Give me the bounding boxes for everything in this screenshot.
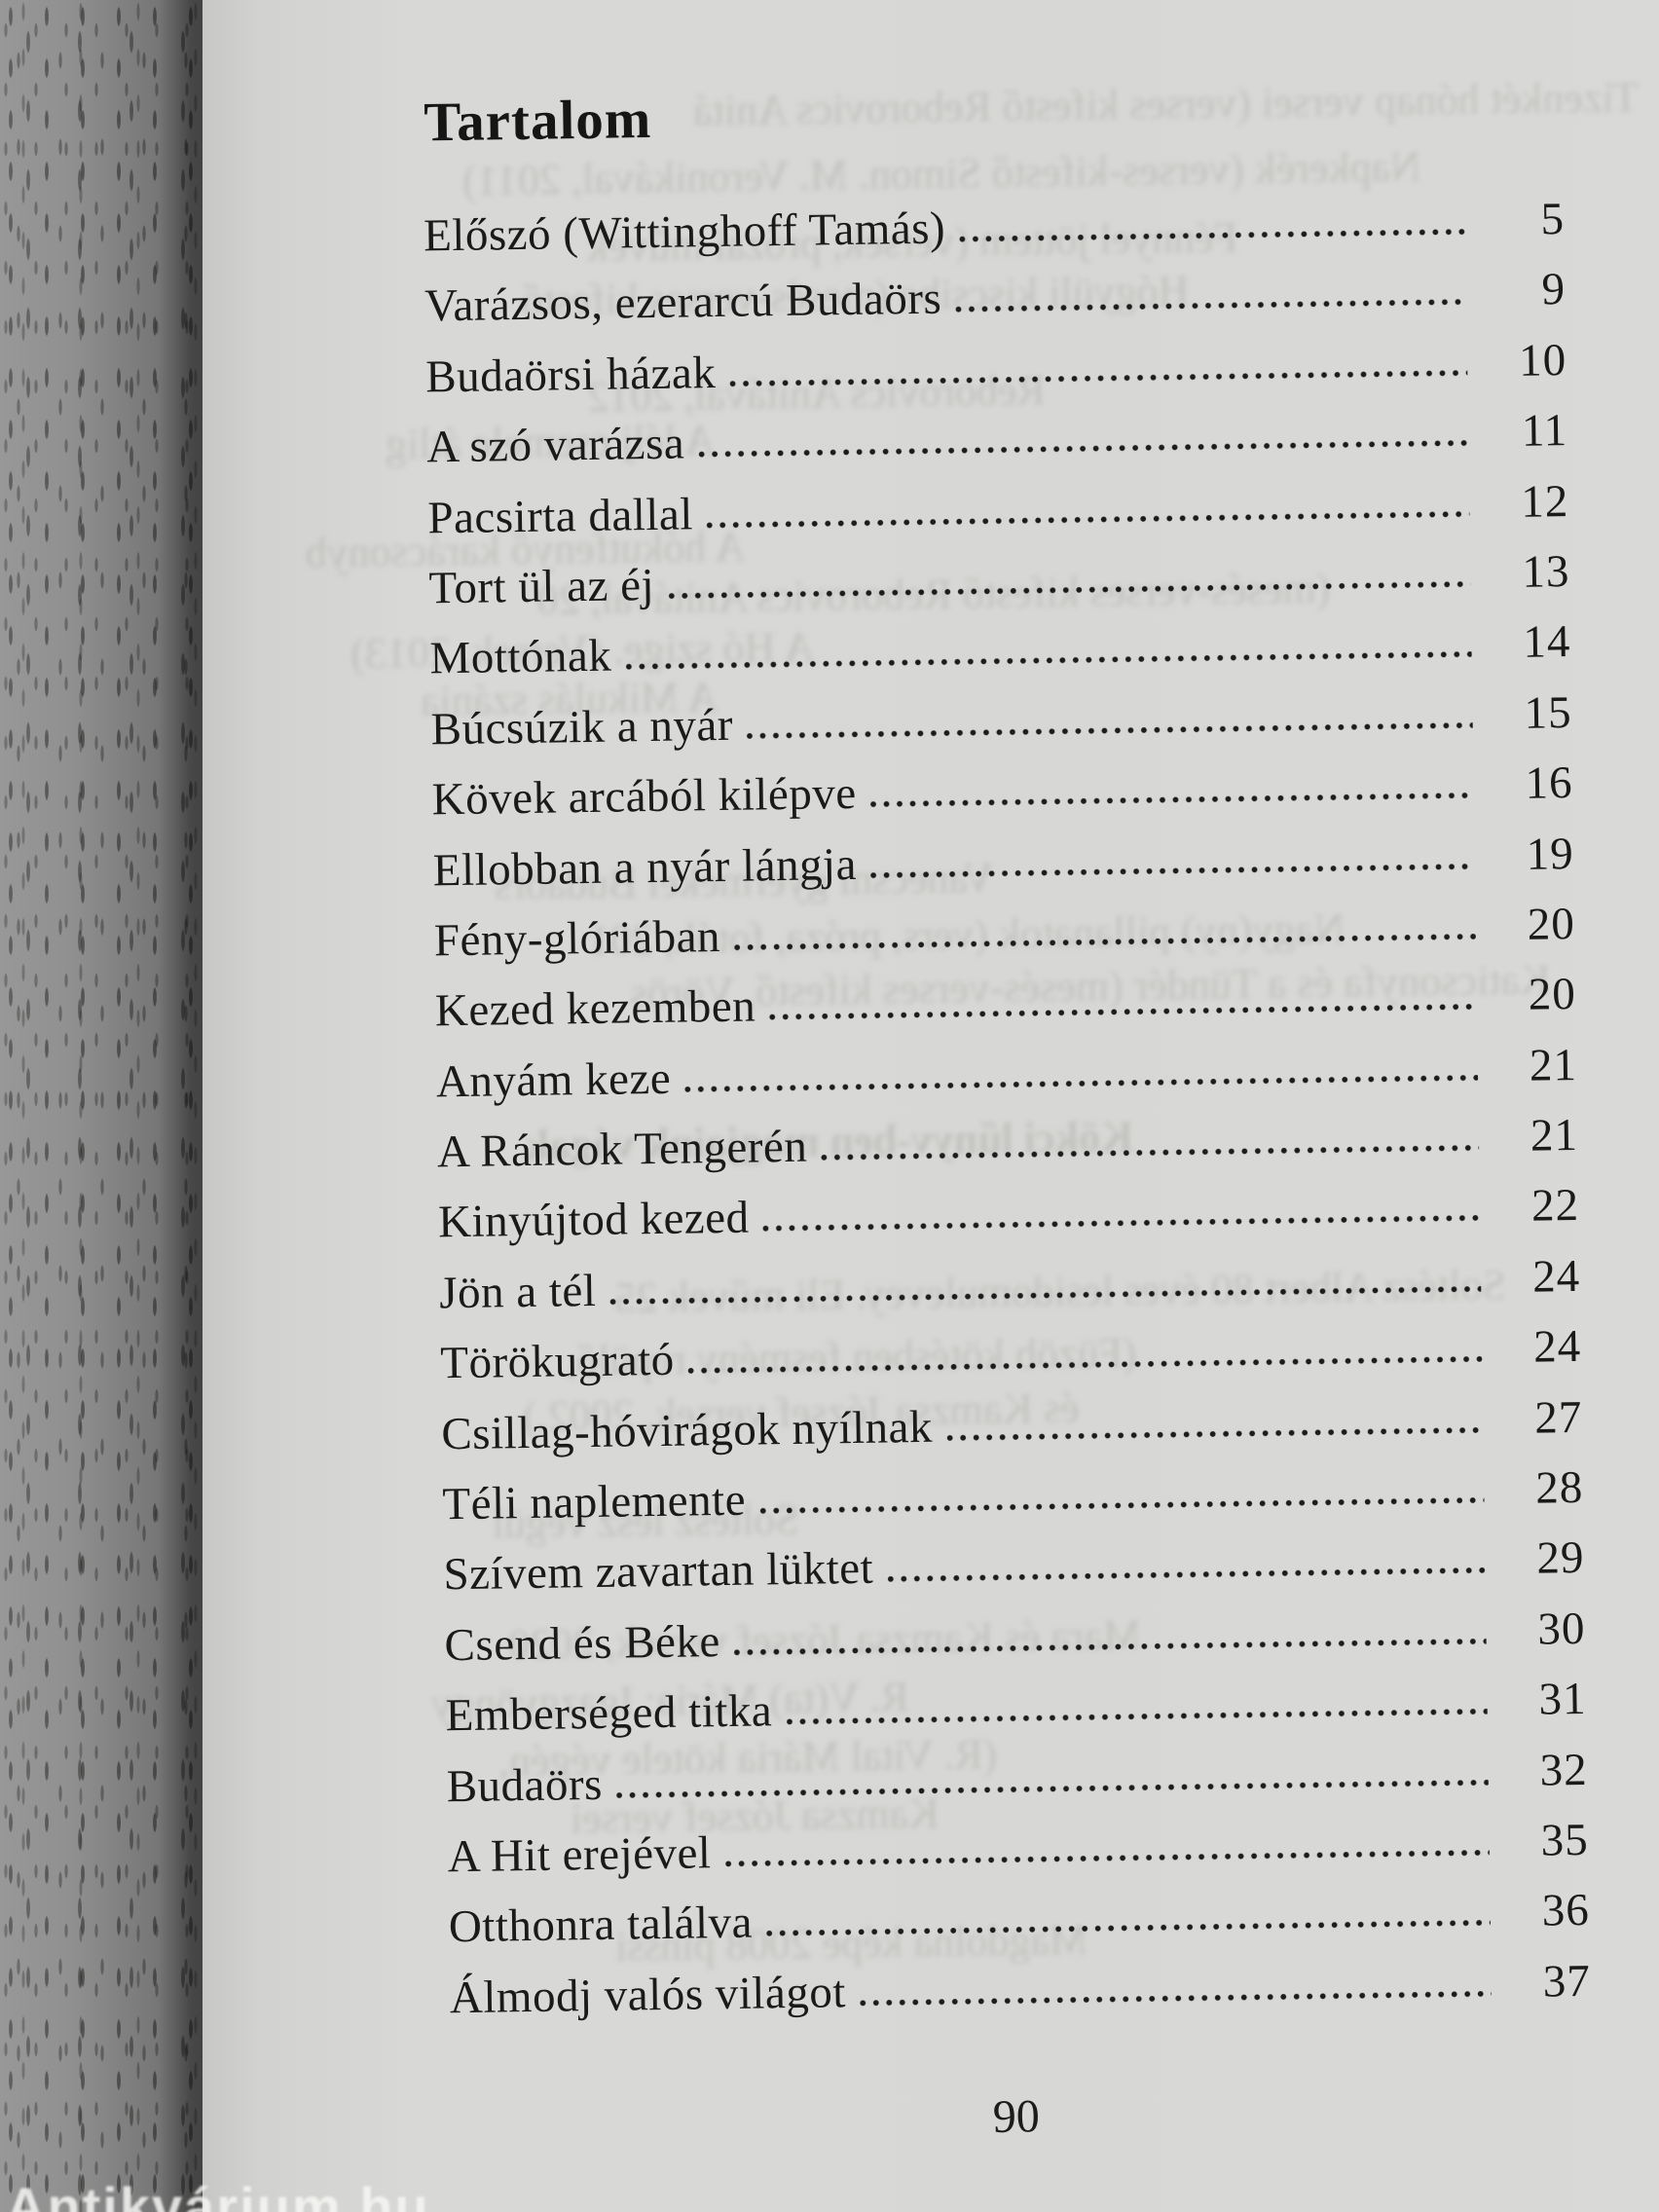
toc-entry-page: 31: [1538, 1674, 1587, 1725]
dotted-leader: [859, 1990, 1493, 2007]
toc-entry-page: 15: [1524, 686, 1572, 739]
toc-entry-page: 11: [1521, 405, 1568, 457]
footer-page-number: 90: [992, 2090, 1041, 2143]
dotted-leader: [698, 439, 1469, 459]
toc-entry-page: 27: [1533, 1391, 1583, 1444]
page-title: Tartalom: [423, 88, 652, 154]
dotted-leader: [706, 510, 1470, 529]
dotted-leader: [747, 721, 1473, 740]
dotted-leader: [955, 298, 1467, 313]
toc-entry-page: 16: [1525, 757, 1573, 809]
toc-entry-label: Tort ül az éj: [428, 559, 655, 614]
toc-entry-label: Jön a tél: [438, 1265, 597, 1319]
toc-entry-page: 21: [1530, 1110, 1579, 1161]
toc-entry-label: Pacsirta dallal: [427, 488, 694, 543]
toc-entry-page: 30: [1537, 1603, 1586, 1655]
toc-entry-page: 19: [1526, 828, 1575, 880]
dotted-leader: [959, 228, 1466, 243]
toc-entry-label: Törökugrató: [439, 1334, 676, 1389]
dotted-leader: [625, 650, 1472, 671]
dotted-leader: [762, 1214, 1481, 1233]
toc-entry-page: 20: [1528, 969, 1577, 1020]
toc-entry-label: Mottónak: [429, 630, 612, 684]
toc-entry-label: Varázsos, ezerarcú Budaörs: [424, 273, 942, 332]
toc-entry-label: Emberséged titka: [445, 1685, 773, 1742]
toc-entry-label: Csillag-hóvirágok nyílnak: [440, 1401, 934, 1459]
toc-entry-label: Szívem zavartan lüktet: [443, 1543, 874, 1601]
toc-entry-label: Álmodj valós világot: [449, 1966, 847, 2023]
toc-entry-page: 22: [1530, 1180, 1580, 1233]
toc-entry-label: Téli naplemente: [442, 1474, 747, 1530]
dotted-leader: [687, 1355, 1483, 1375]
toc-entry-label: Otthonra találva: [448, 1897, 754, 1953]
paper-page: [203, 0, 1659, 2212]
toc-entry-page: 36: [1541, 1885, 1591, 1936]
dotted-leader: [729, 369, 1468, 387]
toc-entry-page: 24: [1532, 1321, 1582, 1373]
toc-entry-label: Kövek arcából kilépve: [431, 768, 857, 826]
toc-entry-label: Csend és Béke: [444, 1615, 721, 1672]
toc-list: Előszó (Wittinghoff Tamás) 5 Varázsos, e…: [424, 193, 1592, 2042]
toc-entry-label: Kinyújtod kezed: [437, 1193, 750, 1248]
toc-entry-page: 21: [1529, 1039, 1578, 1091]
dotted-leader: [668, 580, 1471, 600]
toc-entry-page: 10: [1518, 334, 1567, 387]
book-spine-edge: [0, 0, 203, 2212]
toc-entry-page: 9: [1541, 264, 1567, 315]
dotted-leader: [684, 1074, 1479, 1093]
toc-entry-label: Budaörs: [446, 1758, 604, 1812]
toc-entry-label: A Ráncok Tengerén: [436, 1121, 808, 1178]
dotted-leader: [887, 1567, 1486, 1583]
toc-entry-label: Ellobban a nyár lángja: [432, 838, 858, 896]
dotted-leader: [724, 1849, 1490, 1868]
toc-entry-page: 13: [1521, 545, 1570, 598]
toc-entry-label: Budaörsi házak: [424, 347, 717, 403]
toc-entry-page: 35: [1540, 1814, 1590, 1866]
toc-entry-page: 12: [1520, 475, 1569, 528]
toc-entry-label: Előszó (Wittinghoff Tamás): [423, 203, 946, 262]
toc-entry-page: 24: [1531, 1250, 1581, 1303]
toc-entry-page: 5: [1540, 194, 1566, 245]
toc-entry-label: Anyám keze: [435, 1052, 672, 1108]
dotted-leader: [615, 1778, 1489, 1799]
dotted-leader: [769, 1003, 1478, 1021]
toc-entry-label: A szó varázsa: [425, 418, 685, 473]
dotted-leader: [766, 1919, 1491, 1937]
toc-entry-label: Kezed kezemben: [434, 980, 756, 1037]
dotted-leader: [609, 1285, 1482, 1306]
dotted-leader: [821, 1144, 1480, 1161]
toc-entry-label: Búcsúzik a nyár: [430, 699, 734, 756]
dotted-leader: [759, 1496, 1485, 1515]
toc-entry-page: 28: [1534, 1461, 1584, 1514]
dotted-leader: [946, 1426, 1484, 1442]
toc-entry-page: 32: [1539, 1744, 1588, 1796]
antikvarium-watermark: Antikvárium.hu: [6, 2176, 430, 2212]
dotted-leader: [786, 1708, 1488, 1726]
dotted-leader: [733, 1638, 1487, 1656]
toc-entry-page: 20: [1527, 898, 1576, 950]
dotted-leader: [869, 863, 1475, 879]
toc-entry-label: Fény-glóriában: [433, 910, 721, 967]
dotted-leader: [734, 933, 1476, 951]
toc-entry-page: 37: [1542, 1955, 1592, 2008]
toc-entry-page: 14: [1523, 616, 1571, 669]
toc-entry-label: A Hit erejével: [447, 1827, 712, 1883]
dotted-leader: [869, 792, 1474, 808]
toc-entry-page: 29: [1536, 1532, 1585, 1585]
